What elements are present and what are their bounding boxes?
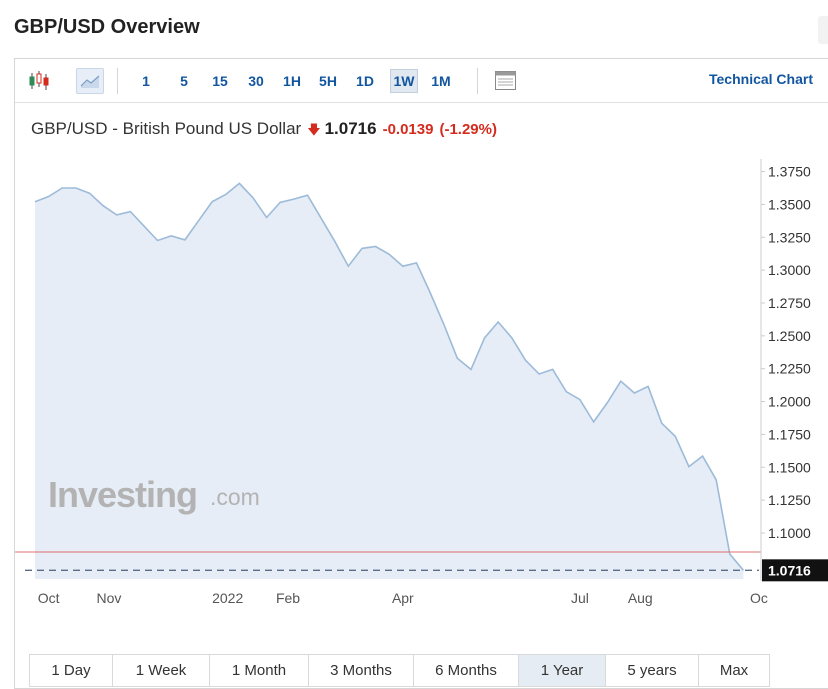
- timeframe-1m[interactable]: 1M: [431, 73, 451, 89]
- chart-panel: 1 5 15 30 1H 5H 1D 1W 1M Technical Chart GBP/USD…: [14, 58, 828, 689]
- x-tick-label: Nov: [97, 590, 122, 606]
- range-1-week[interactable]: 1 Week: [113, 655, 210, 686]
- price-area: [35, 183, 744, 579]
- x-tick-label: 2022: [212, 590, 243, 606]
- y-tick-label: 1.3500: [768, 196, 811, 212]
- y-tick-label: 1.1250: [768, 492, 811, 508]
- page-title: GBP/USD Overview: [14, 16, 200, 38]
- last-price-marker: [762, 559, 828, 582]
- x-tick-label: Oc: [750, 590, 768, 606]
- x-tick-label: Feb: [276, 590, 300, 606]
- y-tick-label: 1.1750: [768, 426, 811, 442]
- timeframe-1[interactable]: 1: [142, 73, 150, 89]
- watermark: Investing .com: [48, 474, 260, 515]
- range-1-day[interactable]: 1 Day: [30, 655, 113, 686]
- range-1-year[interactable]: 1 Year: [519, 655, 606, 686]
- y-tick-label: 1.2500: [768, 328, 811, 344]
- chart-toolbar: 1 5 15 30 1H 5H 1D 1W 1M Technical Chart: [15, 59, 828, 103]
- y-tick-label: 1.2000: [768, 394, 811, 410]
- range-max[interactable]: Max: [719, 662, 749, 679]
- timeframe-5h[interactable]: 5H: [319, 73, 337, 89]
- y-tick-label: 1.3000: [768, 262, 811, 278]
- y-tick-label: 1.2250: [768, 361, 811, 377]
- x-tick-label: Apr: [392, 590, 414, 606]
- toolbar-separator: [117, 68, 118, 94]
- x-tick-label: Aug: [628, 590, 653, 606]
- down-arrow-icon: 🡇: [307, 122, 321, 137]
- timeframe-1h[interactable]: 1H: [283, 73, 301, 89]
- watermark-suffix: .com: [210, 484, 260, 510]
- y-tick-label: 1.2750: [768, 295, 811, 311]
- instrument-name: GBP/USD - British Pound US Dollar: [31, 119, 302, 138]
- price-line: [34, 182, 745, 571]
- last-price: 1.0716: [324, 119, 377, 138]
- y-tick-label: 1.1000: [768, 525, 811, 541]
- y-tick-label: 1.1500: [768, 459, 811, 475]
- y-tick-label: 1.3750: [768, 164, 811, 180]
- timeframe-15[interactable]: 15: [212, 73, 228, 89]
- quote-header: GBP/USD - British Pound US Dollar 🡇 1.0716…: [31, 119, 497, 143]
- top-right-button[interactable]: [818, 16, 828, 44]
- timeframe-5[interactable]: 5: [180, 73, 188, 89]
- price-chart: 1.3750 1.3500 1.3250 1.3000 1.2750 1.2500 1.22…: [15, 159, 828, 606]
- timeframe-1d[interactable]: 1D: [356, 73, 374, 89]
- toolbar-separator: [477, 68, 478, 94]
- range-6-months[interactable]: 6 Months: [414, 655, 519, 686]
- x-tick-label: Oct: [38, 590, 60, 606]
- time-range-selector: 1 Day 1 Week 1 Month 3 Months 6 Months 1 Year…: [29, 654, 770, 687]
- y-tick-label: 1.3250: [768, 229, 811, 245]
- range-5-years[interactable]: 5 years: [606, 655, 699, 686]
- candlestick-icon[interactable]: [26, 68, 54, 94]
- last-price-label: 1.0716: [768, 562, 811, 578]
- range-1-month[interactable]: 1 Month: [210, 655, 309, 686]
- price-change: -0.0139: [382, 121, 434, 138]
- watermark-brand: Investing: [48, 474, 197, 515]
- timeframe-1w[interactable]: 1W: [390, 69, 418, 93]
- indicator-table-icon[interactable]: [493, 68, 521, 94]
- range-3-months[interactable]: 3 Months: [309, 655, 414, 686]
- x-tick-label: Jul: [571, 590, 589, 606]
- timeframe-30[interactable]: 30: [248, 73, 264, 89]
- area-chart-icon[interactable]: [76, 68, 104, 94]
- price-change-percent: (-1.29%): [439, 121, 497, 138]
- technical-chart-link[interactable]: Technical Chart: [709, 71, 813, 87]
